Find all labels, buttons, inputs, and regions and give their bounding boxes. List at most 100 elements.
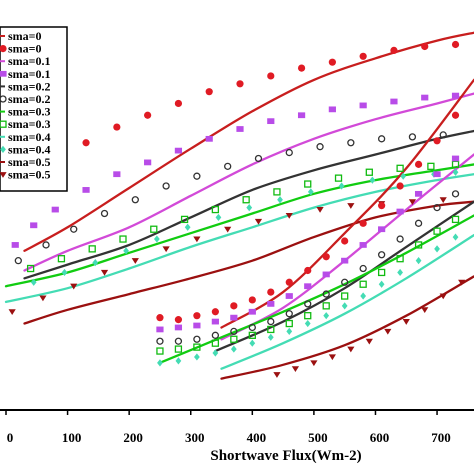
data-point <box>57 255 66 263</box>
data-point <box>304 180 312 188</box>
data-point <box>61 268 68 277</box>
data-point <box>212 349 219 357</box>
data-point <box>316 143 324 151</box>
data-point <box>30 222 38 229</box>
legend-label: sma=0.2 <box>8 79 51 93</box>
data-point <box>193 312 201 320</box>
data-point <box>174 345 183 353</box>
data-point <box>451 190 460 198</box>
data-point <box>433 137 441 145</box>
data-point <box>396 255 404 263</box>
data-point <box>328 58 336 66</box>
series-line <box>23 31 474 252</box>
data-point <box>82 187 90 193</box>
data-point <box>277 196 283 204</box>
x-tick-label: 500 <box>308 430 328 445</box>
data-point <box>285 148 293 157</box>
data-point <box>433 171 441 178</box>
data-point <box>113 171 121 178</box>
plot-lines <box>4 31 474 380</box>
series-line <box>23 200 474 325</box>
data-point <box>211 339 220 347</box>
data-point <box>92 259 99 267</box>
data-point <box>123 247 129 255</box>
data-point <box>396 208 404 215</box>
data-point <box>365 168 373 176</box>
data-point <box>224 226 232 233</box>
x-tick-label: 300 <box>185 430 205 445</box>
data-point <box>414 219 423 227</box>
series-line <box>220 233 474 370</box>
data-point <box>211 308 219 316</box>
data-point <box>285 293 293 299</box>
data-point <box>359 219 367 227</box>
data-point <box>193 322 201 329</box>
data-point <box>113 123 121 131</box>
data-point <box>458 279 466 286</box>
data-point <box>70 225 78 233</box>
legend-marker-swatch <box>0 145 6 153</box>
data-point <box>304 266 312 275</box>
data-point <box>205 135 213 142</box>
data-point <box>328 354 336 361</box>
legend-marker-swatch <box>0 95 7 103</box>
data-point <box>131 258 139 264</box>
series-line <box>23 129 474 280</box>
data-point <box>194 353 200 361</box>
data-point <box>174 147 183 154</box>
data-point <box>390 98 398 105</box>
data-point <box>323 312 330 320</box>
data-point <box>307 188 314 196</box>
data-point <box>377 135 386 143</box>
data-point <box>174 337 183 345</box>
data-point <box>322 253 330 261</box>
legend-label: sma=0 <box>8 42 42 56</box>
data-point <box>230 335 238 343</box>
data-point <box>338 182 345 190</box>
data-point <box>451 111 460 119</box>
data-point <box>193 236 201 243</box>
data-point <box>452 168 459 176</box>
data-point <box>180 215 189 224</box>
data-point <box>341 278 349 286</box>
data-point <box>322 271 330 278</box>
data-point <box>131 196 139 204</box>
series-line <box>4 173 474 304</box>
data-point <box>397 268 403 277</box>
data-point <box>26 264 35 273</box>
data-point <box>451 92 460 99</box>
data-point <box>88 245 96 253</box>
data-point <box>224 162 232 170</box>
data-point <box>285 212 293 219</box>
data-point <box>304 312 312 320</box>
legend-marker-swatch <box>0 172 7 178</box>
data-point <box>211 205 220 214</box>
data-point <box>434 245 440 253</box>
data-point <box>254 218 263 225</box>
data-point <box>215 213 222 222</box>
x-tick-label: 700 <box>431 430 451 445</box>
data-point <box>150 225 158 233</box>
data-point <box>236 80 244 88</box>
data-point <box>415 257 422 265</box>
data-point <box>396 182 404 190</box>
data-point <box>246 204 253 212</box>
data-point <box>421 307 429 314</box>
data-point <box>267 118 275 125</box>
data-point <box>341 237 349 245</box>
series-line <box>23 92 474 272</box>
data-point <box>377 251 386 259</box>
data-point <box>174 99 183 108</box>
data-point <box>433 227 441 235</box>
data-point <box>144 159 152 166</box>
data-point <box>328 106 336 113</box>
data-point <box>297 64 306 72</box>
data-point <box>347 203 355 209</box>
data-point <box>42 241 50 249</box>
data-point <box>322 290 330 298</box>
data-point <box>347 139 355 147</box>
legend-box <box>0 26 68 192</box>
data-point <box>162 182 170 190</box>
data-point <box>408 133 417 141</box>
data-point <box>304 319 311 328</box>
